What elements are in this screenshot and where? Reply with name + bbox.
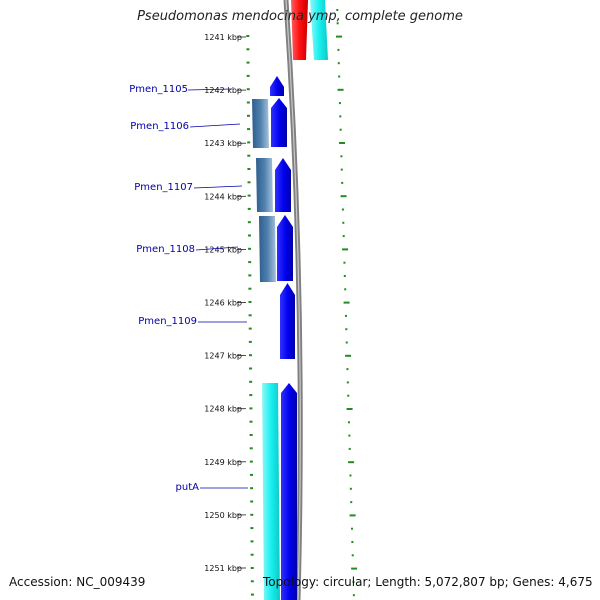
gene-name-label: putA: [176, 482, 200, 493]
gene-block-reverse: [256, 158, 273, 212]
accession-text: Accession: NC_009439: [9, 575, 146, 589]
kbp-tick-label: 1243 kbp: [204, 139, 242, 148]
gene-block-reverse: [252, 99, 269, 148]
gene-arrow-forward: [281, 383, 297, 600]
kbp-tick-label: 1250 kbp: [204, 511, 242, 520]
kbp-tick-label: 1246 kbp: [204, 299, 242, 308]
gene-cyan-puta: [262, 383, 280, 600]
gene-red: [291, 0, 308, 60]
gene-arrow-forward: [275, 158, 291, 212]
gene-cyan-top: [310, 0, 328, 60]
gene-arrow-forward: [271, 98, 287, 147]
gene-name-label: Pmen_1107: [134, 182, 193, 193]
gene-leader-line: [195, 246, 239, 251]
genome-backbone-highlight: [285, 0, 301, 600]
gene-arrow-forward: [270, 76, 284, 96]
gene-arrow-forward: [280, 283, 295, 359]
gene-arrow-forward: [277, 215, 293, 281]
kbp-tick-label: 1242 kbp: [204, 86, 242, 95]
gene-name-label: Pmen_1109: [138, 316, 197, 327]
gene-leader-line: [187, 88, 233, 91]
genome-summary-text: Topology: circular; Length: 5,072,807 bp…: [263, 575, 593, 589]
kbp-tick-label: 1251 kbp: [204, 564, 242, 573]
kbp-tick-label: 1241 kbp: [204, 33, 242, 42]
map-title: Pseudomonas mendocina ymp, complete geno…: [137, 9, 463, 24]
gene-name-label: Pmen_1105: [129, 84, 188, 95]
kbp-tick-label: 1247 kbp: [204, 352, 242, 361]
gene-name-label: Pmen_1108: [136, 244, 195, 255]
gene-leader-line: [189, 123, 241, 128]
kbp-tick-label: 1244 kbp: [204, 192, 242, 201]
gene-block-reverse: [259, 216, 276, 282]
gene-name-label: Pmen_1106: [130, 121, 189, 132]
kbp-tick-label: 1248 kbp: [204, 405, 242, 414]
gene-leader-line: [193, 185, 243, 189]
kbp-tick-label: 1245 kbp: [204, 245, 242, 254]
kbp-tick-label: 1249 kbp: [204, 458, 242, 467]
